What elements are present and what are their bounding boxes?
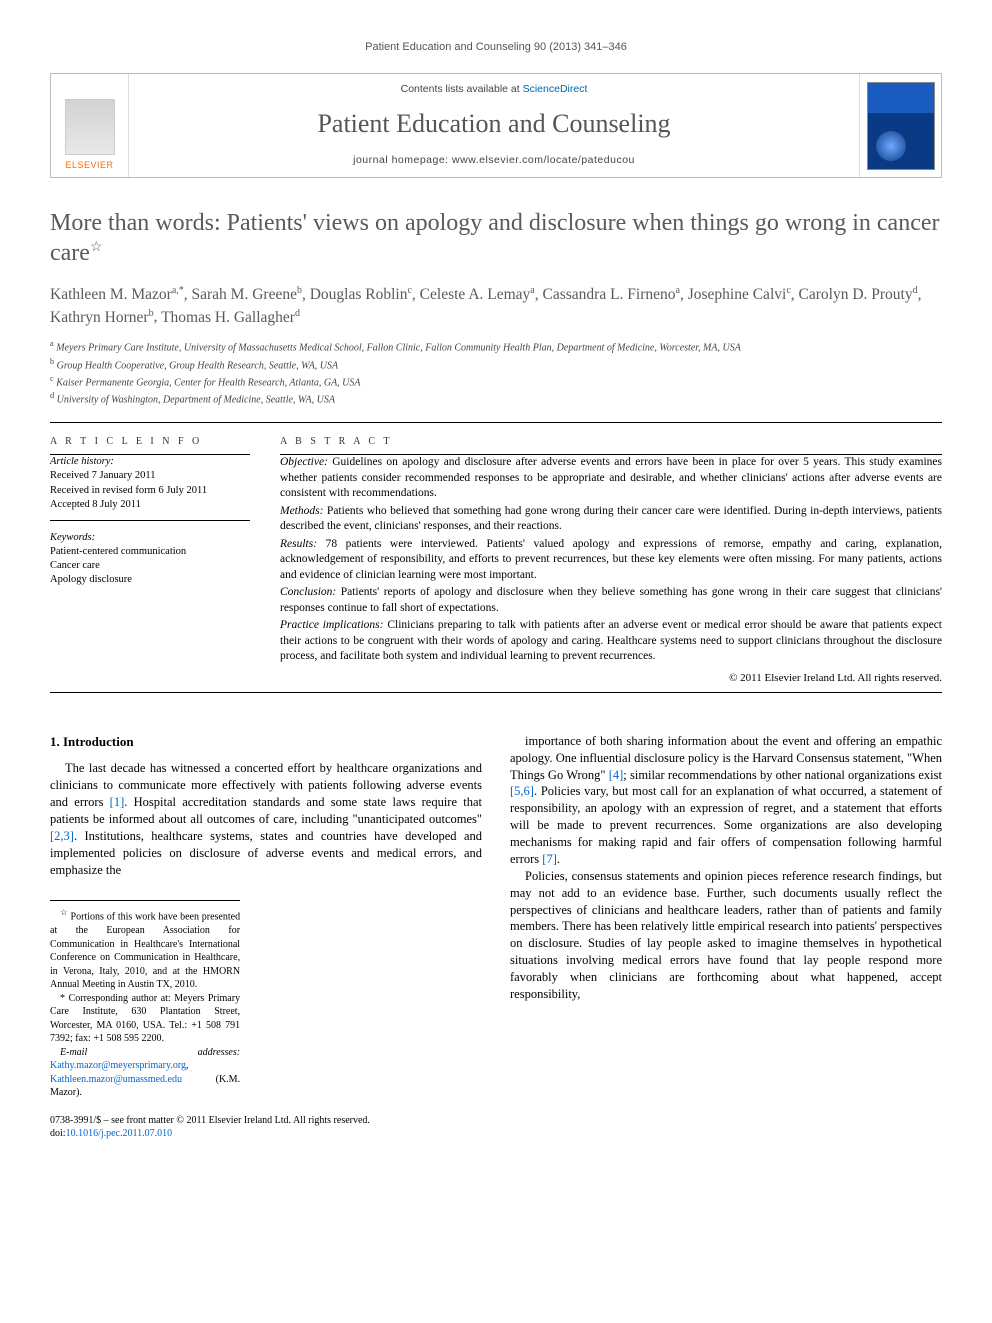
author: Cassandra L. Firnenoa [543,286,680,303]
corr-text: Corresponding author at: Meyers Primary … [50,993,240,1045]
keywords-block: Keywords: Patient-centered communication… [50,531,250,596]
divider-rule [50,692,942,693]
article-info-head: A R T I C L E I N F O [50,435,250,449]
abstract-section: Methods: Patients who believed that some… [280,504,942,535]
author: Thomas H. Gallagherd [161,309,300,326]
body-paragraph: Policies, consensus statements and opini… [510,868,942,1003]
author: Carolyn D. Proutyd [799,286,918,303]
citation-link[interactable]: [7] [542,852,557,866]
author-list: Kathleen M. Mazora,*, Sarah M. Greeneb, … [50,284,942,328]
homepage-url[interactable]: www.elsevier.com/locate/pateducou [452,154,635,166]
keywords-label: Keywords: [50,531,250,545]
author: Kathryn Hornerb [50,309,154,326]
journal-homepage-line: journal homepage: www.elsevier.com/locat… [139,153,849,167]
running-head: Patient Education and Counseling 90 (201… [50,40,942,55]
email-sep: , [186,1060,189,1071]
cover-thumb-block [859,74,941,177]
issn-line: 0738-3991/$ – see front matter © 2011 El… [50,1114,482,1128]
affiliation: d University of Washington, Department o… [50,390,942,407]
masthead-center: Contents lists available at ScienceDirec… [129,74,859,177]
article-history-block: Article history: Received 7 January 2011… [50,455,250,521]
title-footnote: ☆ Portions of this work have been presen… [50,907,240,991]
body-paragraph: The last decade has witnessed a concerte… [50,760,482,878]
abstract-section: Objective: Guidelines on apology and dis… [280,455,942,502]
doi-line: doi:10.1016/j.pec.2011.07.010 [50,1127,482,1141]
email-link[interactable]: Kathy.mazor@meyersprimary.org [50,1060,186,1071]
affiliation-list: a Meyers Primary Care Institute, Univers… [50,338,942,407]
contents-available-line: Contents lists available at ScienceDirec… [139,82,849,96]
keyword: Apology disclosure [50,573,250,587]
author: Sarah M. Greeneb [192,286,302,303]
abstract-copyright: © 2011 Elsevier Ireland Ltd. All rights … [280,671,942,686]
affiliation: a Meyers Primary Care Institute, Univers… [50,338,942,355]
article-title-text: More than words: Patients' views on apol… [50,210,940,266]
title-footnote-marker: ☆ [90,240,103,255]
section-heading: 1. Introduction [50,733,482,751]
sciencedirect-link[interactable]: ScienceDirect [523,83,588,95]
article-title: More than words: Patients' views on apol… [50,208,942,268]
email-link[interactable]: Kathleen.mazor@umassmed.edu [50,1074,182,1085]
affiliation: b Group Health Cooperative, Group Health… [50,356,942,373]
abstract-section: Practice implications: Clinicians prepar… [280,618,942,665]
email-line: E-mail addresses: Kathy.mazor@meyersprim… [50,1046,240,1073]
author: Josephine Calvic [688,286,791,303]
author: Celeste A. Lemaya [420,286,535,303]
body-text-columns: 1. Introduction The last decade has witn… [50,733,942,1141]
divider-rule [50,422,942,423]
abstract-section: Results: 78 patients were interviewed. P… [280,537,942,584]
keyword: Cancer care [50,559,250,573]
history-line: Accepted 8 July 2011 [50,498,250,512]
publisher-name: ELSEVIER [65,159,113,171]
journal-title: Patient Education and Counseling [139,106,849,141]
abstract-body: Objective: Guidelines on apology and dis… [280,455,942,665]
email-label: E-mail addresses: [60,1047,240,1058]
abstract-column: A B S T R A C T Objective: Guidelines on… [280,435,942,686]
affiliation: c Kaiser Permanente Georgia, Center for … [50,373,942,390]
doi-link[interactable]: 10.1016/j.pec.2011.07.010 [66,1128,173,1139]
info-abstract-row: A R T I C L E I N F O Article history: R… [50,435,942,686]
abstract-section: Conclusion: Patients' reports of apology… [280,585,942,616]
citation-link[interactable]: [4] [609,768,624,782]
footnote-text: Portions of this work have been presente… [50,912,240,991]
footnote-marker: ☆ [60,908,68,917]
citation-link[interactable]: [5,6] [510,784,534,798]
author: Douglas Roblinc [310,286,412,303]
elsevier-tree-icon [65,99,115,155]
email-line-2: Kathleen.mazor@umassmed.edu (K.M. Mazor)… [50,1073,240,1100]
journal-cover-icon [867,82,935,170]
publisher-logo-block: ELSEVIER [51,74,129,177]
history-line: Received 7 January 2011 [50,469,250,483]
citation-link[interactable]: [2,3] [50,829,74,843]
journal-masthead: ELSEVIER Contents lists available at Sci… [50,73,942,178]
article-info-column: A R T I C L E I N F O Article history: R… [50,435,250,686]
body-paragraph: importance of both sharing information a… [510,733,942,868]
article-history-label: Article history: [50,455,250,469]
author: Kathleen M. Mazora,* [50,286,184,303]
abstract-head: A B S T R A C T [280,435,942,449]
homepage-pre: journal homepage: [353,154,452,166]
corresponding-author-footnote: * Corresponding author at: Meyers Primar… [50,992,240,1046]
footnotes-block: ☆ Portions of this work have been presen… [50,900,240,1099]
history-line: Received in revised form 6 July 2011 [50,484,250,498]
keyword: Patient-centered communication [50,545,250,559]
page-footer-copyright: 0738-3991/$ – see front matter © 2011 El… [50,1114,482,1141]
contents-pre: Contents lists available at [401,83,523,95]
doi-label: doi: [50,1128,66,1139]
citation-link[interactable]: [1] [110,795,125,809]
